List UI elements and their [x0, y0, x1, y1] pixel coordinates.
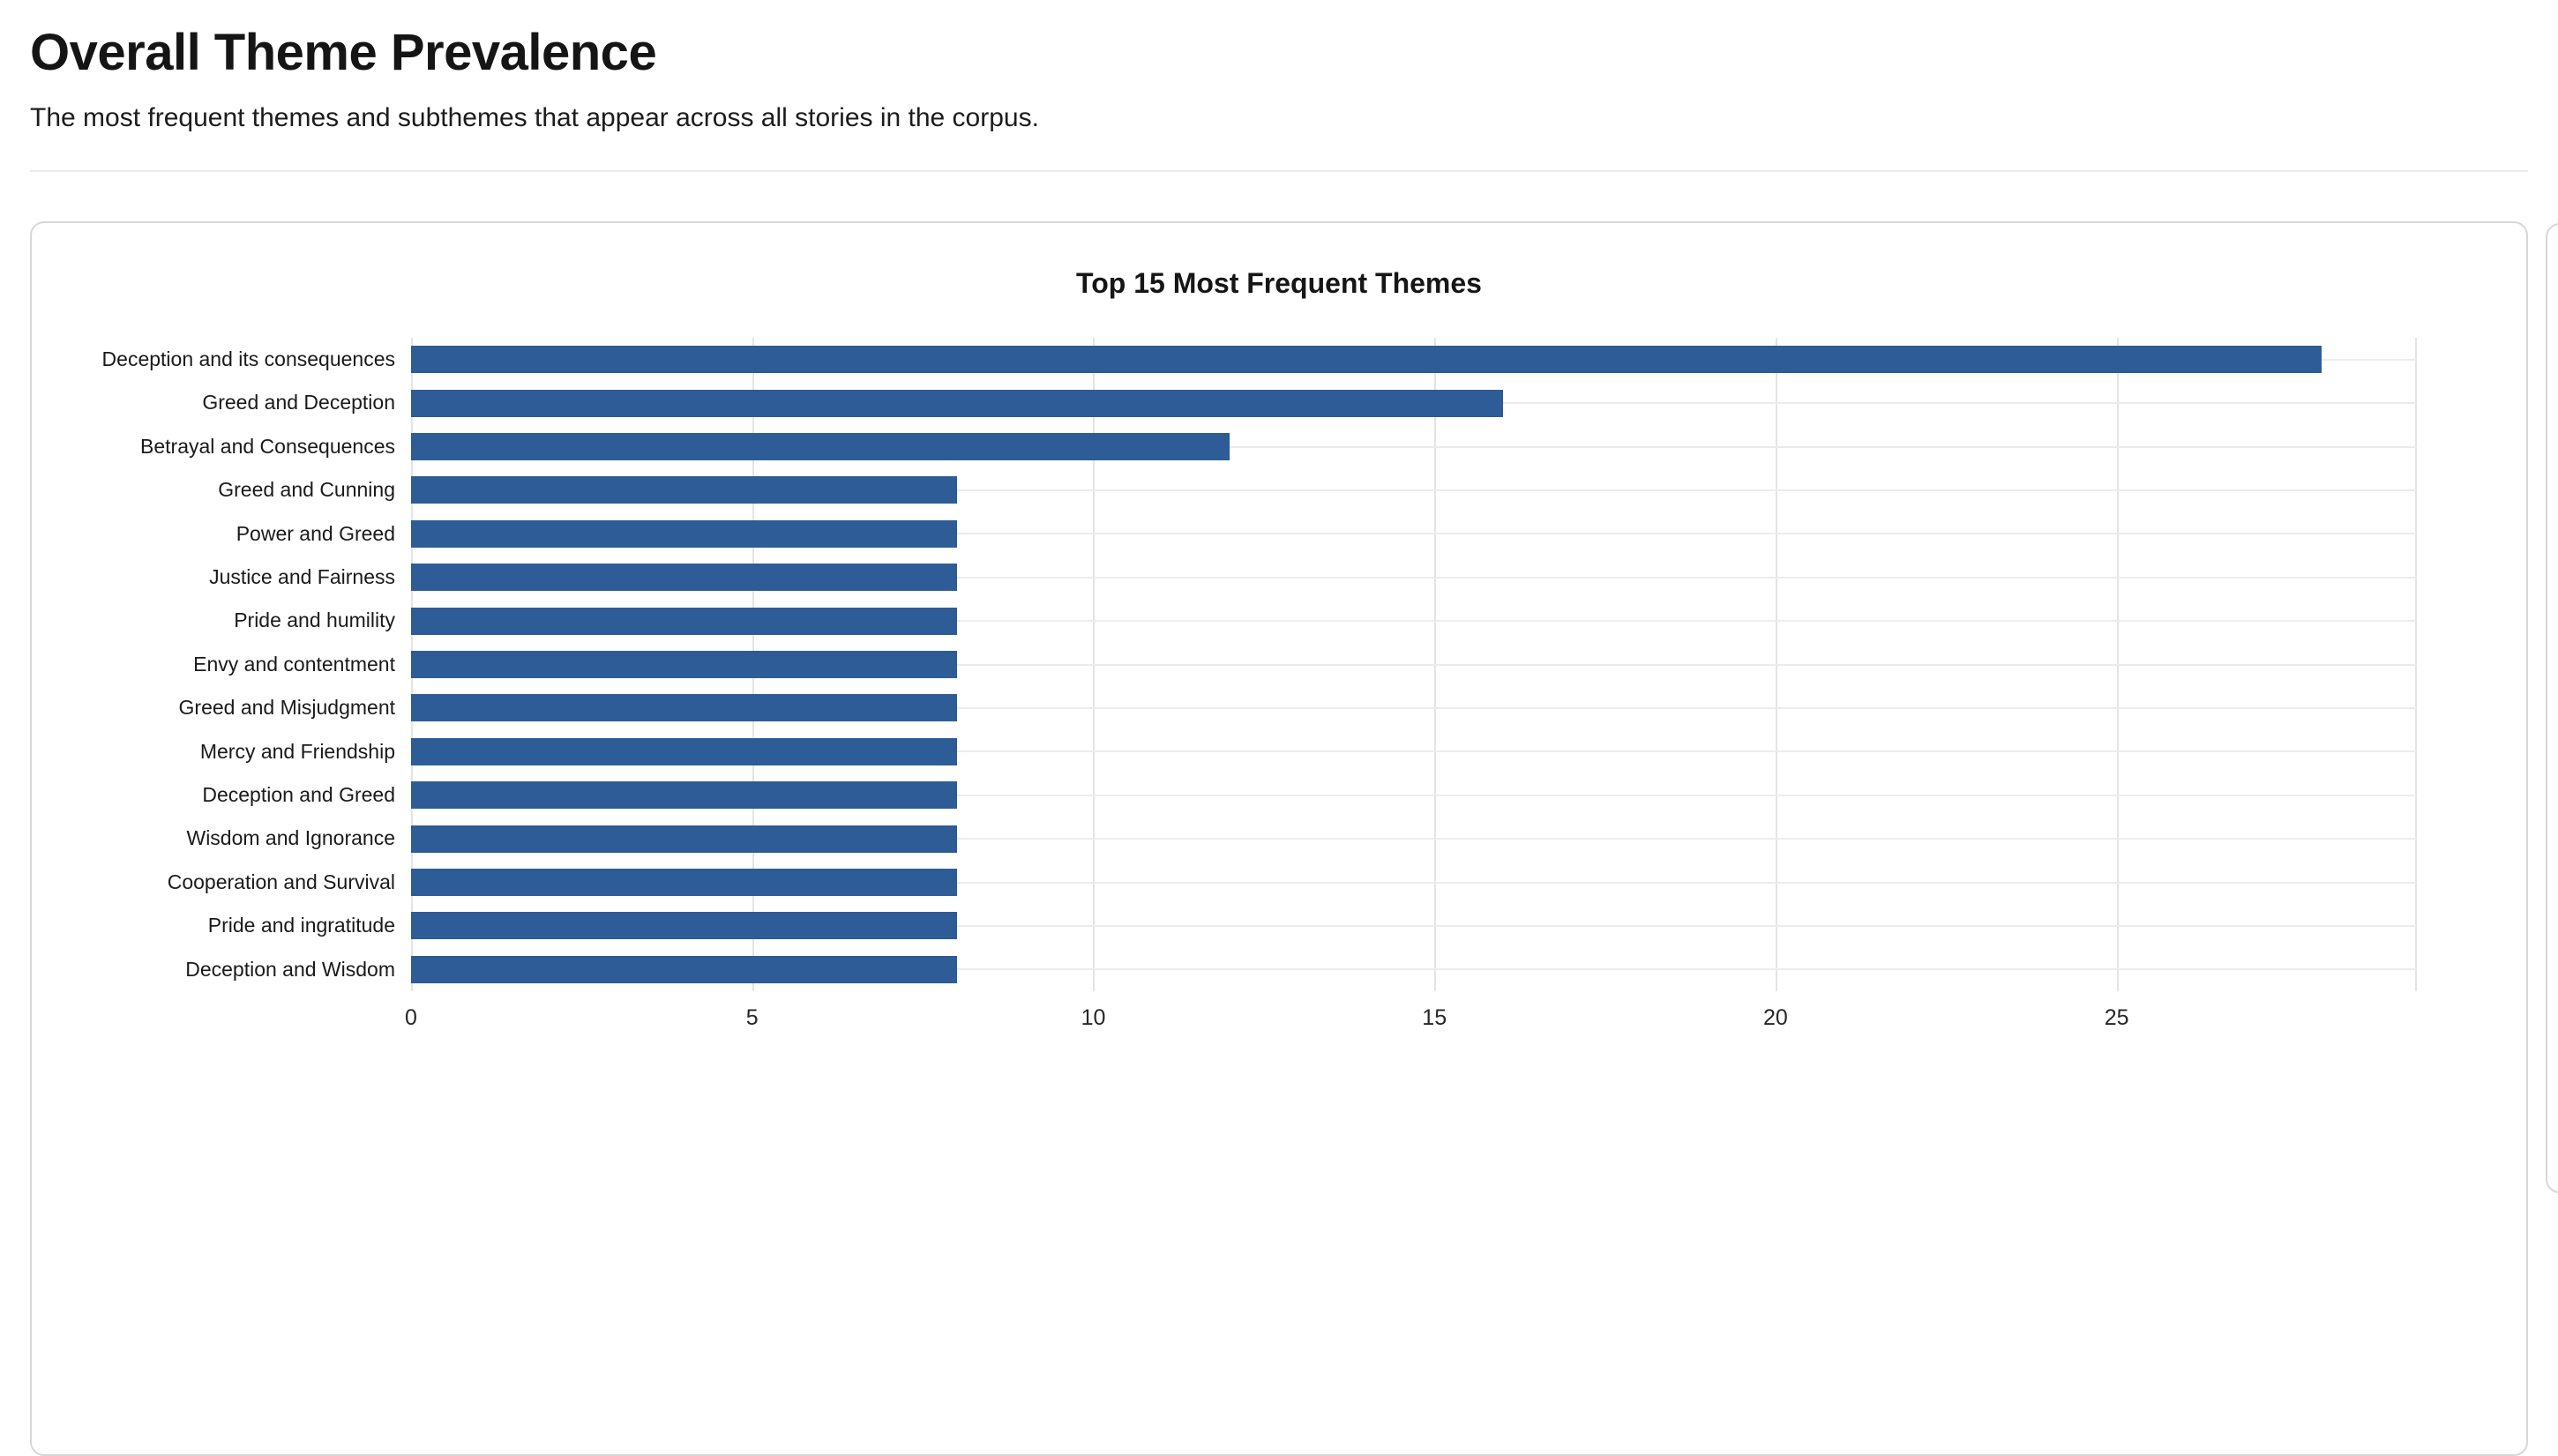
y-tick-label: Envy and contentment	[193, 652, 395, 676]
y-tick-label: Betrayal and Consequences	[140, 434, 395, 458]
y-tick-label: Deception and Greed	[202, 783, 395, 806]
bar	[411, 737, 957, 765]
bar	[411, 476, 957, 504]
chart-title: Top 15 Most Frequent Themes	[1076, 267, 1482, 299]
horizontal-gridline	[411, 968, 2417, 971]
plot-area	[411, 338, 2417, 991]
page-header: Overall Theme Prevalence The most freque…	[0, 0, 2558, 133]
horizontal-gridline	[411, 489, 2417, 491]
bar	[411, 389, 1503, 417]
x-tick-label: 20	[1763, 1005, 1788, 1030]
y-tick-label: Power and Greed	[236, 521, 395, 545]
y-tick-label: Pride and humility	[234, 609, 395, 632]
y-tick-label: Deception and Wisdom	[185, 957, 395, 981]
horizontal-gridline	[411, 881, 2417, 884]
horizontal-gridline	[411, 620, 2417, 623]
chart-card: Top 15 Most Frequent Themes Deception an…	[30, 221, 2528, 1456]
bar	[411, 519, 957, 548]
page-subtitle: The most frequent themes and subthemes t…	[30, 103, 1039, 132]
horizontal-gridline	[411, 445, 2417, 448]
horizontal-gridline	[411, 706, 2417, 709]
adjacent-card-edge	[2546, 223, 2558, 1193]
y-axis-labels: Deception and its consequences Greed and …	[32, 338, 402, 991]
bar	[411, 607, 957, 635]
x-tick-label: 5	[745, 1005, 759, 1030]
header-divider	[30, 170, 2528, 172]
x-tick-label: 25	[2104, 1005, 2129, 1030]
y-tick-label: Deception and its consequences	[101, 347, 395, 370]
y-tick-label: Mercy and Friendship	[199, 739, 395, 763]
horizontal-gridline	[411, 533, 2417, 535]
y-tick-label: Greed and Cunning	[218, 478, 395, 502]
bar	[411, 346, 2322, 374]
x-tick-label: 0	[405, 1005, 417, 1030]
y-tick-label: Pride and ingratitude	[207, 914, 395, 937]
horizontal-gridline	[411, 794, 2417, 796]
x-axis-ticks: 0 5 10 15 20 25	[405, 991, 2417, 1053]
bar	[411, 781, 957, 810]
y-tick-label: Wisdom and Ignorance	[186, 826, 395, 850]
bar	[411, 912, 957, 940]
y-tick-label: Greed and Deception	[202, 391, 395, 414]
bar	[411, 955, 957, 983]
y-tick-label: Greed and Misjudgment	[178, 696, 395, 720]
bar	[411, 825, 957, 853]
page-title: Overall Theme Prevalence	[30, 24, 657, 81]
x-tick-label: 10	[1081, 1005, 1106, 1030]
x-tick-label: 15	[1422, 1005, 1447, 1030]
bar	[411, 651, 957, 678]
bar	[411, 869, 957, 896]
y-tick-label: Cooperation and Survival	[167, 870, 395, 893]
bar	[411, 433, 1230, 460]
y-tick-label: Justice and Fairness	[209, 565, 395, 588]
horizontal-gridline	[411, 576, 2417, 579]
horizontal-gridline	[411, 924, 2417, 927]
bar	[411, 564, 957, 592]
horizontal-gridline	[411, 838, 2417, 840]
bar	[411, 694, 957, 722]
horizontal-gridline	[411, 750, 2417, 753]
horizontal-gridline	[411, 663, 2417, 666]
